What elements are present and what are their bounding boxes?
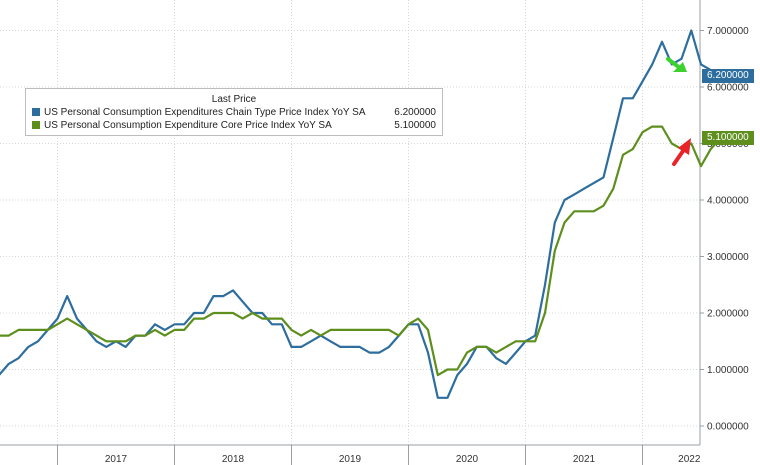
- x-axis: 2017 2018 2019 2020 2021 2022: [105, 454, 701, 465]
- y-tick-label: 4.000000: [707, 196, 749, 207]
- last-value-tag-core-pce: 5.100000: [702, 130, 754, 145]
- legend-value-pce: 6.200000: [394, 107, 436, 118]
- x-tick-label: 2018: [222, 454, 245, 465]
- last-value-tag-pce: 6.200000: [702, 68, 754, 83]
- x-tick-label: 2017: [105, 454, 128, 465]
- x-tick-label: 2020: [456, 454, 479, 465]
- legend-value-core-pce: 5.100000: [394, 120, 436, 131]
- legend-label-pce: US Personal Consumption Expenditures Cha…: [44, 107, 366, 118]
- y-tick-label: 6.000000: [707, 83, 749, 94]
- y-tick-label: 1.000000: [707, 365, 749, 376]
- legend: Last Price US Personal Consumption Expen…: [25, 88, 443, 136]
- green-down-arrow-icon: [666, 57, 687, 72]
- y-tick-label: 7.000000: [707, 26, 749, 37]
- y-axis: 0.000000 1.000000 2.000000 3.000000 4.000000…: [700, 26, 749, 433]
- legend-title: Last Price: [211, 94, 257, 105]
- series-line-core-pce: [0, 125, 722, 377]
- series-line-pce: [0, 29, 722, 399]
- x-tick-label: 2022: [678, 454, 701, 465]
- y-tick-label: 2.000000: [707, 309, 749, 320]
- x-tick-label: 2019: [339, 454, 362, 465]
- x-tick-label: 2021: [573, 454, 596, 465]
- trend-arrows: [666, 57, 691, 166]
- legend-label-core-pce: US Personal Consumption Expenditure Core…: [44, 120, 332, 131]
- y-tick-label: 3.000000: [707, 252, 749, 263]
- series-lines: [0, 29, 722, 399]
- y-tick-label: 0.000000: [707, 422, 749, 433]
- legend-entry-pce: US Personal Consumption Expenditures Cha…: [32, 107, 436, 119]
- legend-swatch-core-pce: [32, 121, 40, 129]
- legend-swatch-pce: [32, 108, 40, 116]
- legend-entry-core-pce: US Personal Consumption Expenditure Core…: [32, 120, 436, 132]
- red-up-arrow-icon: [672, 138, 691, 166]
- year-dividers: [57, 0, 643, 465]
